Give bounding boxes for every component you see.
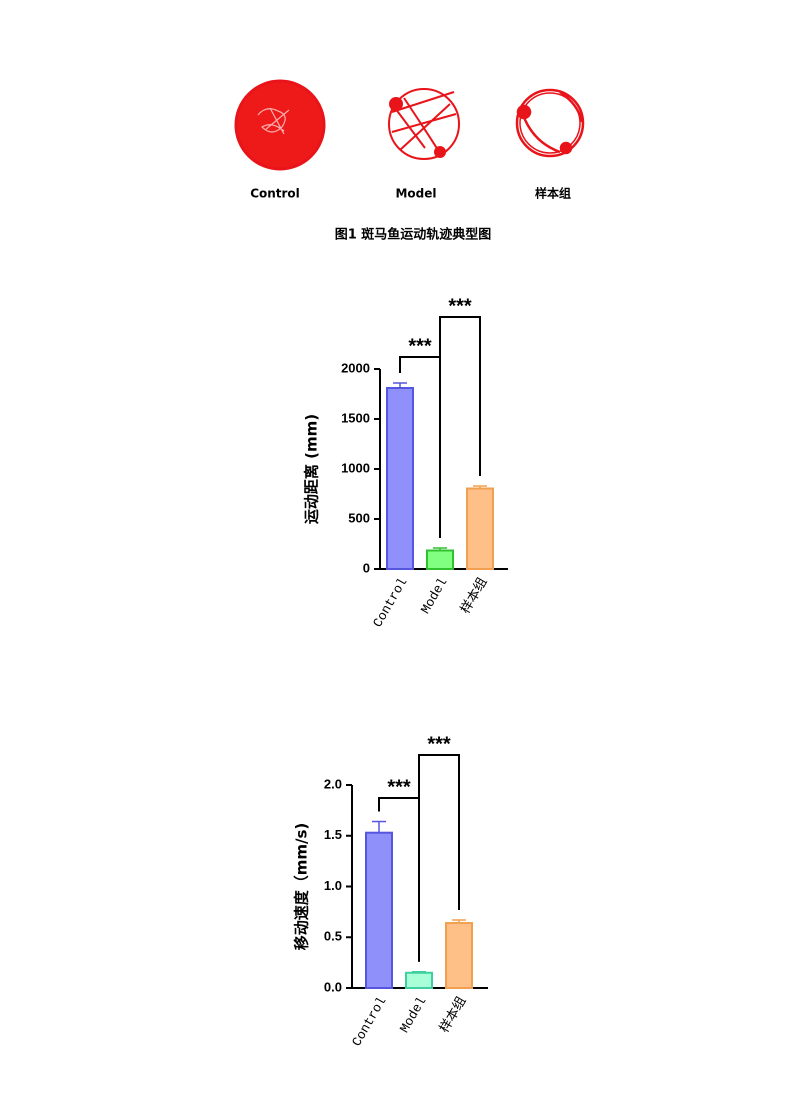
bar bbox=[445, 922, 473, 989]
y-tick-label: 1500 bbox=[341, 410, 370, 425]
y-tick-label: 500 bbox=[348, 510, 370, 525]
x-tick-label: Model bbox=[418, 575, 451, 616]
x-tick-label: Model bbox=[397, 994, 430, 1035]
figure-caption: 图1 斑马鱼运动轨迹典型图 bbox=[335, 227, 492, 243]
x-tick-label: Control bbox=[370, 575, 410, 630]
trajectory-model bbox=[388, 88, 460, 160]
significance-label: *** bbox=[448, 295, 472, 317]
y-tick-label: 0 bbox=[363, 560, 370, 575]
bar bbox=[386, 387, 414, 570]
significance-bracket bbox=[439, 316, 481, 538]
y-tick-label: 1.5 bbox=[324, 827, 342, 842]
bar bbox=[466, 487, 494, 570]
y-tick-label: 1.0 bbox=[324, 878, 342, 893]
trajectory-detail bbox=[257, 107, 290, 135]
trajectory-sample bbox=[515, 88, 585, 158]
significance-label: *** bbox=[408, 335, 432, 357]
error-bar bbox=[433, 547, 447, 551]
x-tick-label: Control bbox=[349, 994, 389, 1049]
error-bar bbox=[393, 382, 407, 388]
error-bar bbox=[412, 971, 426, 973]
bar bbox=[426, 549, 454, 570]
error-bar bbox=[372, 820, 386, 833]
significance-label: *** bbox=[427, 733, 451, 755]
y-axis-label: 移动速度（mm/s) bbox=[293, 823, 311, 951]
y-tick-label: 0.0 bbox=[324, 979, 342, 994]
significance-label: *** bbox=[387, 776, 411, 798]
trajectory-images bbox=[234, 79, 585, 171]
error-bar bbox=[473, 485, 487, 489]
y-tick-label: 2000 bbox=[341, 360, 370, 375]
image-label: Model bbox=[395, 187, 436, 201]
x-tick-label: 样本组 bbox=[437, 994, 469, 1035]
significance-bracket bbox=[418, 754, 460, 962]
image-label: Control bbox=[250, 187, 300, 201]
y-tick-label: 1000 bbox=[341, 460, 370, 475]
bar bbox=[405, 971, 433, 990]
image-label: 样本组 bbox=[535, 186, 571, 201]
bar bbox=[365, 831, 393, 990]
y-tick-label: 0.5 bbox=[324, 929, 342, 944]
y-tick-label: 2.0 bbox=[324, 776, 342, 791]
y-axis-label: 运动距离 (mm) bbox=[303, 414, 321, 524]
x-tick-label: 样本组 bbox=[458, 575, 490, 616]
error-bar bbox=[452, 919, 466, 924]
trajectory-control bbox=[234, 79, 326, 171]
